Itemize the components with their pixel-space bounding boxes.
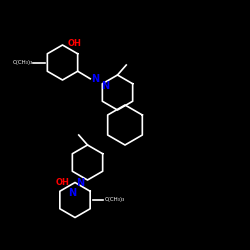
Text: N: N	[101, 81, 109, 91]
Text: OH: OH	[68, 39, 82, 48]
Text: N: N	[68, 188, 76, 198]
Text: N: N	[91, 74, 99, 84]
Text: N: N	[76, 178, 84, 188]
Text: OH: OH	[56, 178, 70, 187]
Text: C(CH₃)₃: C(CH₃)₃	[12, 60, 33, 65]
Text: C(CH₃)₃: C(CH₃)₃	[105, 198, 125, 202]
